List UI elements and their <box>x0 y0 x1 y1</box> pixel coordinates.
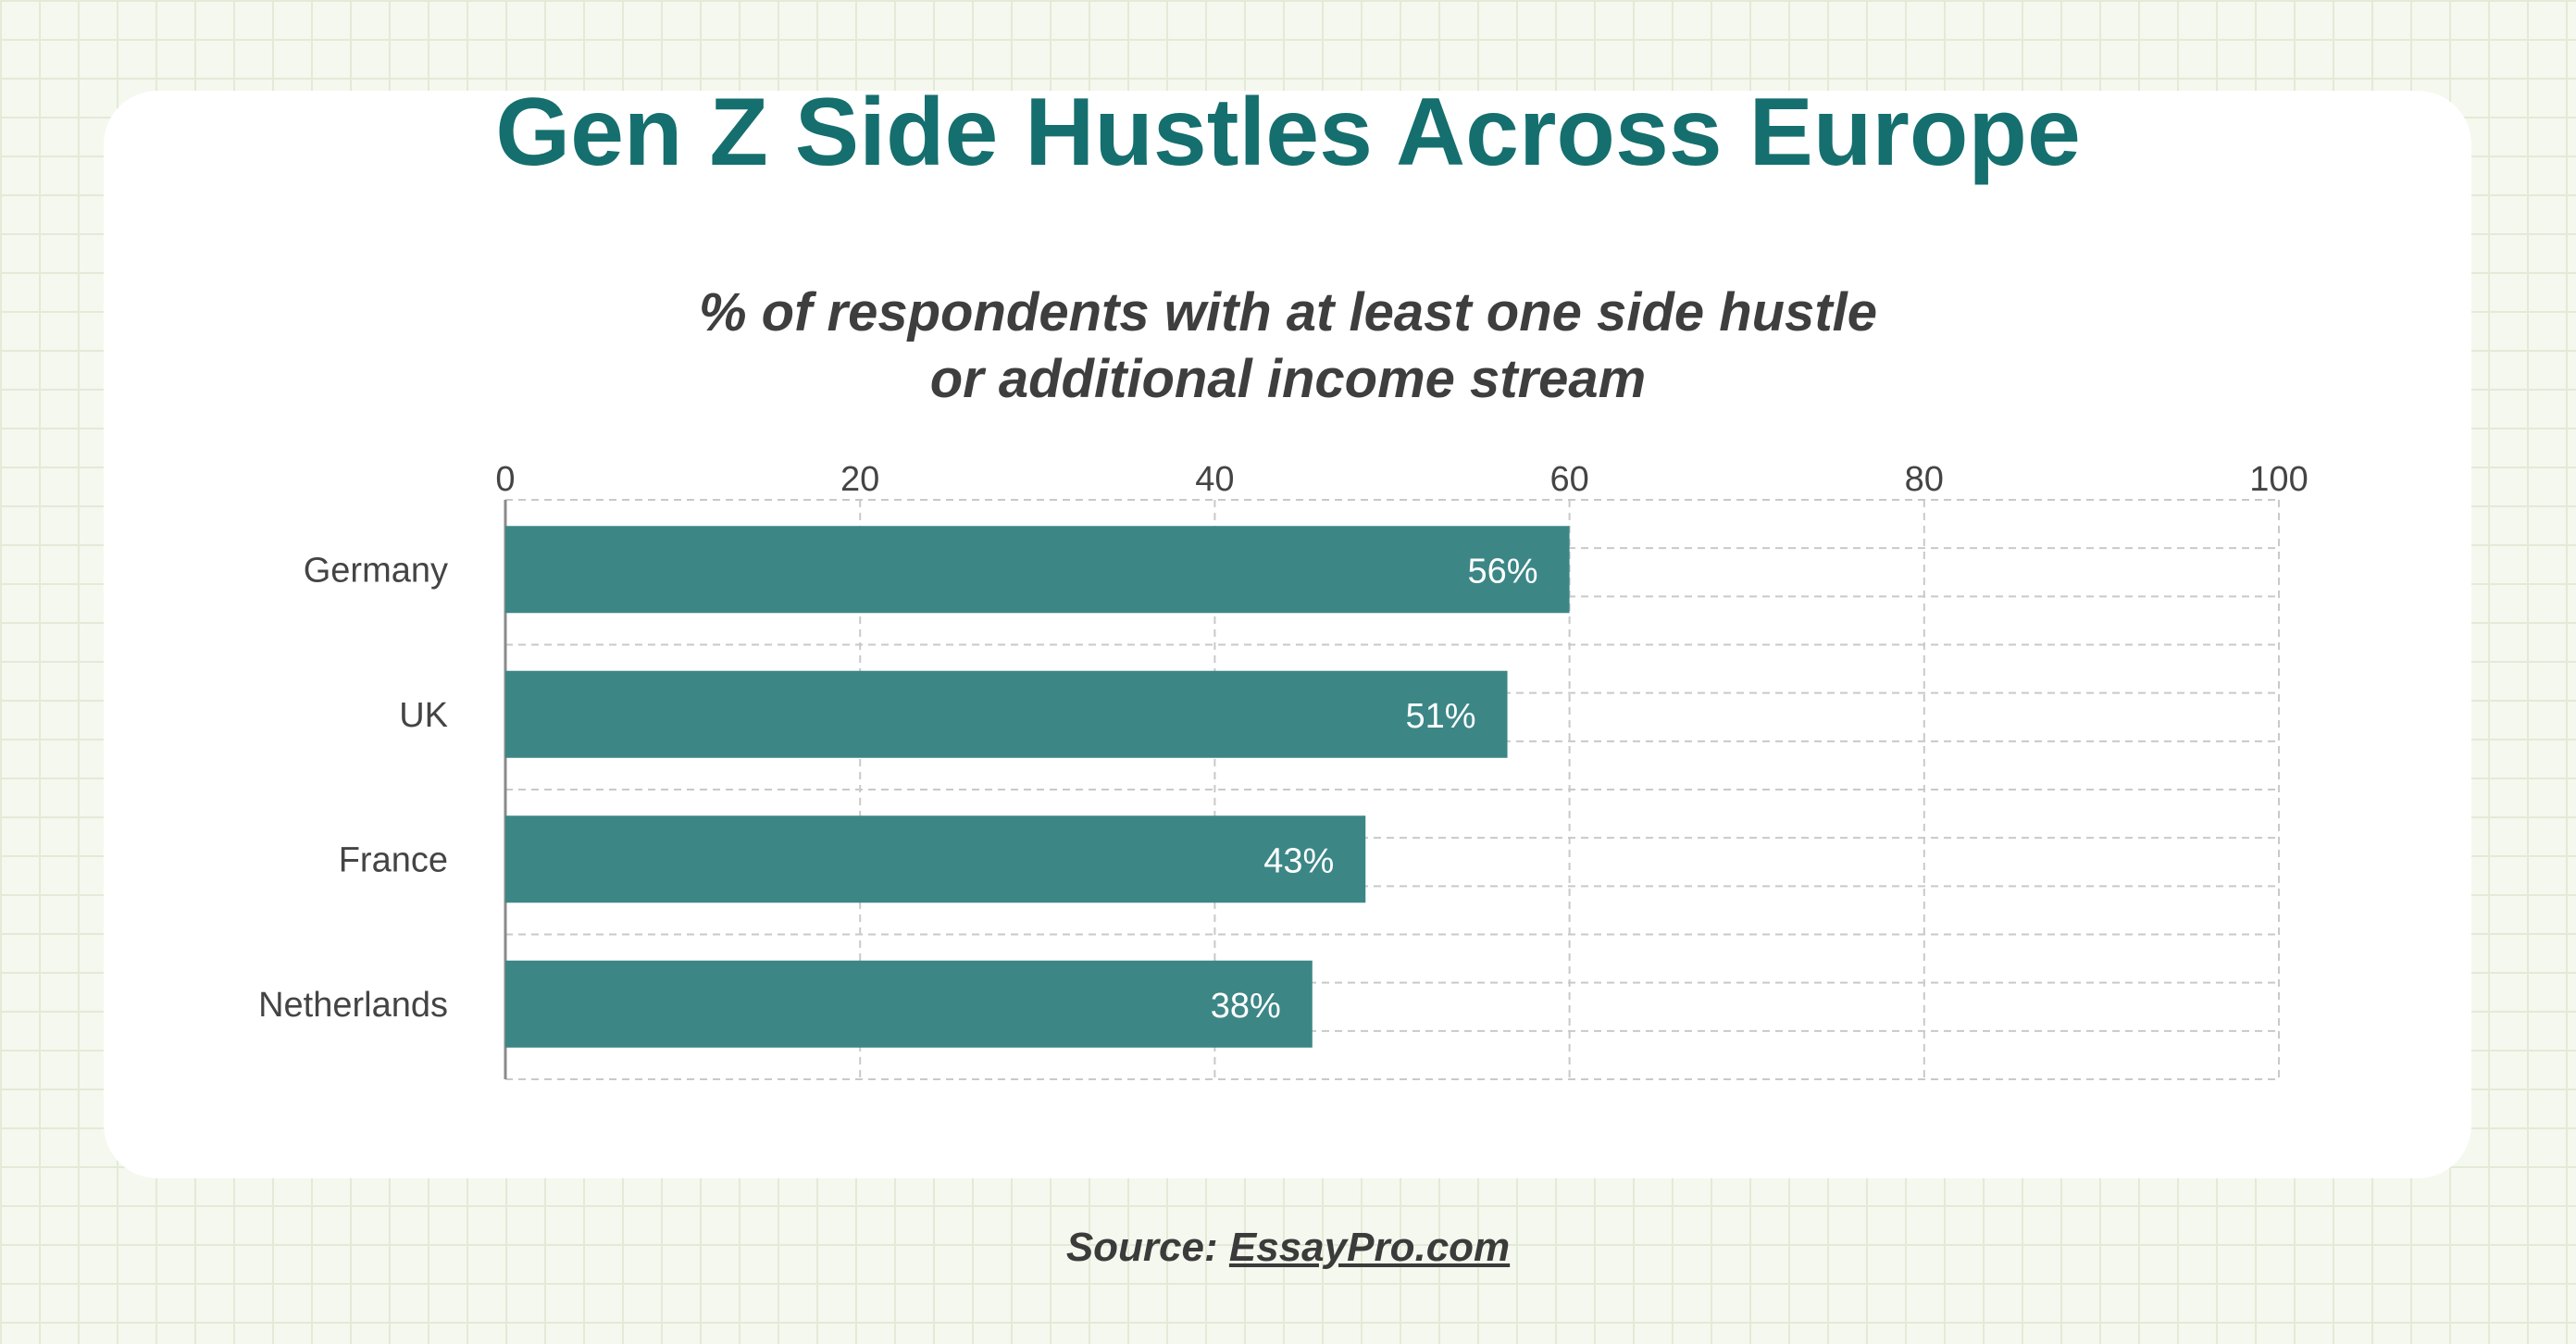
bar <box>505 815 1366 903</box>
x-tick-label: 0 <box>495 460 515 499</box>
bar <box>505 960 1313 1048</box>
bar-value-label: 51% <box>1405 697 1475 736</box>
x-tick-label: 80 <box>1905 460 1944 499</box>
bar-value-label: 38% <box>1211 987 1281 1026</box>
x-tick-label: 100 <box>2249 460 2308 499</box>
x-tick-label: 40 <box>1195 460 1234 499</box>
bar-value-label: 56% <box>1468 552 1538 591</box>
category-label: Netherlands <box>258 986 448 1025</box>
source-link[interactable]: EssayPro.com <box>1228 1225 1511 1270</box>
category-label: Germany <box>304 551 448 590</box>
source-label: Source: <box>1065 1225 1218 1270</box>
x-tick-label: 60 <box>1549 460 1588 499</box>
subtitle-line-2: or additional income stream <box>929 349 1647 409</box>
bar-value-label: 43% <box>1263 841 1334 880</box>
category-label: France <box>339 840 448 879</box>
bar <box>505 526 1570 614</box>
category-label: UK <box>399 696 448 735</box>
subtitle-line-1: % of respondents with at least one side … <box>699 282 1877 342</box>
x-tick-label: 20 <box>840 460 879 499</box>
source-line: Source: EssayPro.com <box>0 1225 2576 1271</box>
chart-subtitle: % of respondents with at least one side … <box>0 280 2576 413</box>
chart-title: Gen Z Side Hustles Across Europe <box>495 79 2081 186</box>
bar <box>505 670 1508 758</box>
